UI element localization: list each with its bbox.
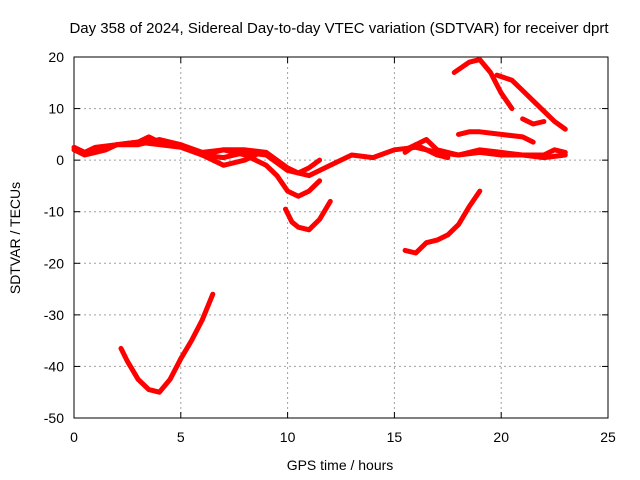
series-track-10 [402,188,483,256]
y-tick-label: -30 [44,307,64,323]
plot-frame [73,56,609,419]
series-track-7 [456,129,536,145]
x-tick-label: 20 [493,429,509,445]
chart-title: Day 358 of 2024, Sidereal Day-to-day VTE… [69,20,609,37]
x-tick-label: 0 [70,429,78,445]
series-traces [71,57,568,395]
y-tick-label: -40 [44,358,64,374]
x-tick-label: 5 [177,429,185,445]
x-axis-label: GPS time / hours [287,457,394,473]
x-tick-label: 25 [600,429,616,445]
series-track-6 [402,142,451,161]
series-track-8 [118,291,216,395]
series-track-4 [210,147,323,199]
series-track-11 [451,57,515,112]
y-axis-label: SDTVAR / TECUs [7,182,23,294]
series-track-12 [494,72,568,132]
x-tick-label: 15 [387,429,403,445]
y-tick-label: 0 [56,152,64,168]
y-tick-label: -50 [44,410,64,426]
y-axis-ticks: -50 -40 -30 -20 -10 0 10 20 [44,49,608,426]
y-tick-label: -10 [44,204,64,220]
y-tick-label: 20 [48,49,64,65]
series-track-5 [402,137,568,158]
x-tick-label: 10 [280,429,296,445]
x-axis-ticks: 0 5 10 15 20 25 [70,57,616,445]
grid-lines [74,57,608,418]
series-track-13 [520,116,547,127]
series-track-9 [283,198,333,233]
y-tick-label: 10 [48,101,64,117]
y-tick-label: -20 [44,255,64,271]
